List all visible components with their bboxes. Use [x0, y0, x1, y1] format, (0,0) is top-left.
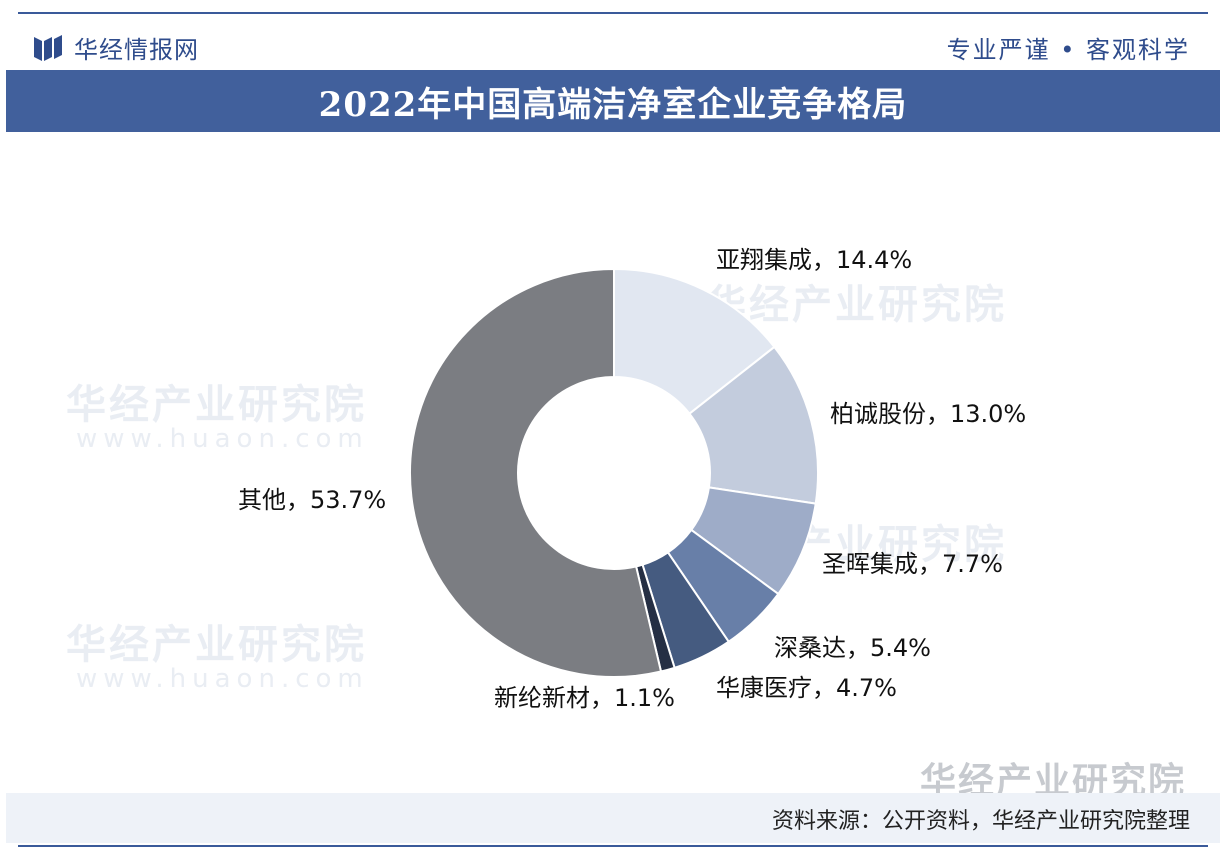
- chart-area: 华经产业研究院 www.huaon.com 华经产业研究院 www.huaon.…: [6, 132, 1220, 792]
- watermark-url: www.huaon.com: [76, 424, 369, 454]
- brand-name: 华经情报网: [74, 36, 199, 64]
- watermark-url: www.huaon.com: [76, 664, 369, 694]
- slice-label-2: 柏诚股份，13.0%: [830, 400, 1026, 428]
- chart-title: 2022年中国高端洁净室企业竞争格局: [318, 84, 908, 125]
- watermark-text: 华经产业研究院: [66, 622, 367, 668]
- logo-icon: [34, 34, 62, 61]
- top-divider: [18, 12, 1208, 14]
- slogan: 专业严谨 • 客观科学: [946, 36, 1190, 64]
- watermark-text: 华经产业研究院: [706, 282, 1007, 328]
- watermark-text: 华经产业研究院: [66, 382, 367, 428]
- slice-label-1: 亚翔集成，14.4%: [716, 246, 912, 274]
- slice-label-7: 其他，53.7%: [238, 486, 386, 514]
- slice-label-5: 华康医疗，4.7%: [716, 674, 897, 702]
- donut-slice-7: [408, 267, 663, 678]
- slice-label-3: 圣晖集成，7.7%: [822, 550, 1003, 578]
- title-bar: 2022年中国高端洁净室企业竞争格局: [6, 70, 1220, 132]
- bottom-divider: [18, 845, 1208, 847]
- source-bar: 资料来源：公开资料，华经产业研究院整理: [6, 793, 1220, 843]
- slice-label-4: 深桑达，5.4%: [774, 634, 931, 662]
- brand-logo: 华经情报网: [34, 30, 199, 65]
- slice-label-6: 新纶新材，1.1%: [494, 684, 675, 712]
- source-note: 资料来源：公开资料，华经产业研究院整理: [771, 809, 1190, 834]
